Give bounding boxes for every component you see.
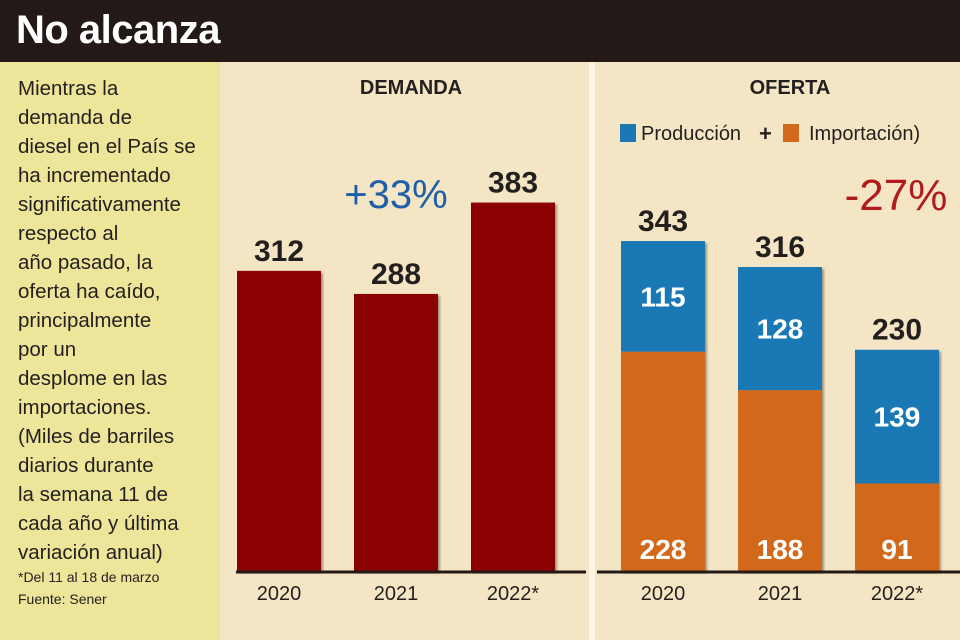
supply-bar-produccion bbox=[738, 267, 822, 391]
legend-swatch-importacion bbox=[783, 124, 799, 142]
demand-bar bbox=[237, 270, 321, 571]
demand-tick-label: 2021 bbox=[374, 583, 419, 605]
supply-importacion-label: 91 bbox=[881, 534, 912, 565]
supply-tick-label: 2021 bbox=[758, 583, 803, 605]
supply-bar-produccion bbox=[855, 349, 939, 484]
supply-produccion-label: 115 bbox=[640, 281, 685, 312]
legend-label-importacion: Importación) bbox=[809, 123, 920, 145]
demand-value-label: 312 bbox=[254, 235, 304, 268]
supply-total-label: 316 bbox=[755, 231, 805, 264]
supply-importacion-label: 228 bbox=[640, 534, 687, 565]
demand-value-label: 383 bbox=[488, 167, 538, 200]
demand-tick-label: 2022* bbox=[487, 583, 539, 605]
supply-produccion-label: 128 bbox=[757, 314, 804, 345]
supply-bar-importacion bbox=[855, 483, 939, 571]
sidebar-panel: Mientras la demanda de diesel en el País… bbox=[0, 62, 220, 640]
legend-plus: + bbox=[759, 121, 772, 146]
supply-stack bbox=[738, 267, 822, 571]
demand-bar bbox=[471, 202, 555, 571]
supply-stack bbox=[855, 349, 939, 571]
demand-bar bbox=[354, 293, 438, 571]
supply-total-label: 230 bbox=[872, 314, 922, 347]
supply-total-label: 343 bbox=[638, 205, 688, 238]
supply-importacion-label: 188 bbox=[757, 534, 804, 565]
supply-tick-label: 2020 bbox=[641, 583, 686, 605]
supply-change-label: -27% bbox=[845, 171, 948, 220]
supply-bar-importacion bbox=[621, 351, 705, 571]
supply-bar-importacion bbox=[738, 390, 822, 571]
demand-value-label: 288 bbox=[371, 258, 421, 291]
supply-title: OFERTA bbox=[750, 77, 831, 99]
legend-label-produccion: Producción bbox=[641, 123, 741, 145]
footnote-text: *Del 11 al 18 de marzo Fuente: Sener bbox=[18, 569, 160, 607]
panel-divider bbox=[589, 62, 595, 640]
demand-change-label: +33% bbox=[344, 173, 447, 217]
legend-swatch-produccion bbox=[620, 124, 636, 142]
page-title: No alcanza bbox=[16, 8, 220, 52]
supply-tick-label: 2022* bbox=[871, 583, 923, 605]
supply-produccion-label: 139 bbox=[874, 402, 921, 433]
header-bar: No alcanza bbox=[0, 0, 960, 62]
supply-stack bbox=[621, 241, 705, 571]
demand-title: DEMANDA bbox=[360, 77, 462, 99]
description-text: Mientras la demanda de diesel en el País… bbox=[18, 77, 196, 564]
demand-tick-label: 2020 bbox=[257, 583, 302, 605]
supply-bar-produccion bbox=[621, 241, 705, 352]
